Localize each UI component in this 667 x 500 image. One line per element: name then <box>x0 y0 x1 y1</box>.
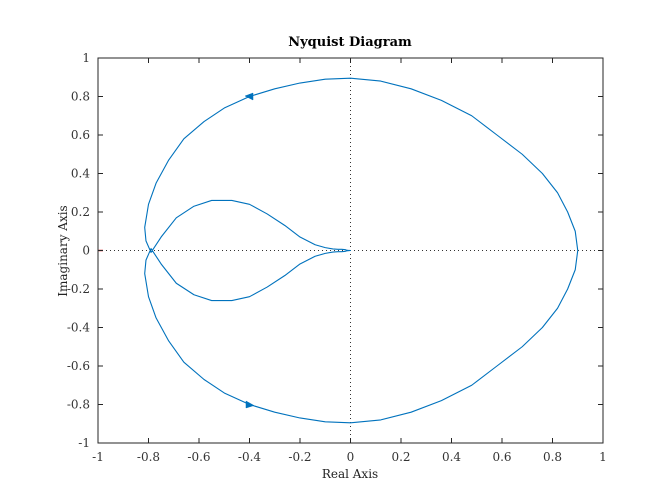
y-tick-label: 0.8 <box>71 90 90 104</box>
y-tick-label: -0.6 <box>67 359 90 373</box>
nyquist-curve <box>144 77 579 424</box>
direction-arrows <box>244 92 255 409</box>
y-tick-label: 0.4 <box>71 167 90 181</box>
x-tick-label: 1 <box>599 450 607 464</box>
x-tick-label: 0.4 <box>442 450 461 464</box>
y-axis-label: Imaginary Axis <box>56 205 70 296</box>
y-tick-label: -1 <box>78 436 90 450</box>
chart-title: Nyquist Diagram <box>288 35 412 50</box>
x-tick-label: -0.8 <box>137 450 160 464</box>
x-axis-label: Real Axis <box>322 467 378 481</box>
x-tick-label: 0.8 <box>543 450 562 464</box>
y-tick-label: -0.4 <box>67 321 91 335</box>
y-tick-label: 0.6 <box>71 128 90 142</box>
x-tick-label: -1 <box>92 450 104 464</box>
x-tick-label: -0.6 <box>187 450 210 464</box>
x-tick-label: 0.6 <box>492 450 511 464</box>
y-tick-label: -0.2 <box>67 282 90 296</box>
direction-arrow <box>245 400 255 409</box>
x-tick-label: 0 <box>347 450 355 464</box>
y-tick-label: 0.2 <box>71 205 90 219</box>
x-tick-label: -0.2 <box>288 450 311 464</box>
y-tick-label: -0.8 <box>67 398 90 412</box>
y-tick-label: 0 <box>82 244 90 258</box>
x-tick-label: 0.2 <box>391 450 410 464</box>
x-tick-label: -0.4 <box>238 450 262 464</box>
direction-arrow <box>244 92 254 101</box>
y-tick-label: 1 <box>82 51 90 65</box>
nyquist-curve-layer <box>144 77 579 424</box>
axis-ticks: -1 -0.8 -0.6 -0.4 -0.2 0 0.2 0.4 0.6 0.8 1 -1 -0.8 -0… <box>67 51 607 464</box>
